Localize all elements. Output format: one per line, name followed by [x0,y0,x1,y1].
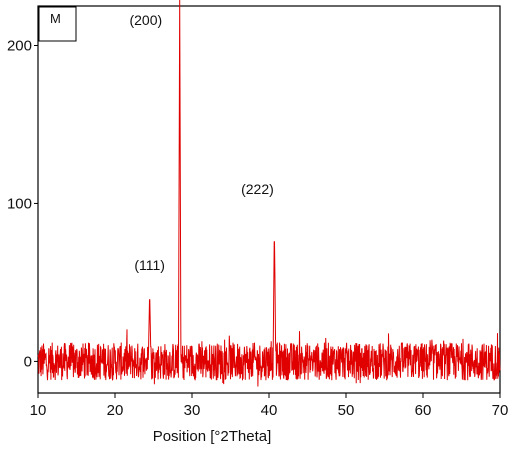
peak-annotation: (111) [134,257,165,273]
x-axis-title: Position [°2Theta] [153,428,272,445]
peak-annotation: (200) [129,12,162,28]
panel-label-box [38,6,77,42]
x-tick-label: 20 [107,402,124,419]
plot-area [37,5,501,394]
x-tick-label: 60 [415,402,432,419]
peak-annotation: (222) [241,181,274,197]
x-tick-label: 50 [338,402,355,419]
xrd-series-line [37,0,501,387]
y-tick-label: 100 [7,195,32,212]
x-tick-label: 30 [184,402,201,419]
axes-layer: 10 20 30 40 50 60 70 0 100 200 [7,37,508,419]
series-layer [37,0,501,387]
x-tick-label: 10 [30,402,47,419]
panel-label: M [50,11,61,26]
x-tick-label: 40 [261,402,278,419]
annotations-layer: (111) (200) (222) [129,12,273,273]
x-tick-label: 70 [492,402,509,419]
y-tick-label: 0 [24,353,32,370]
y-tick-label: 200 [7,37,32,54]
